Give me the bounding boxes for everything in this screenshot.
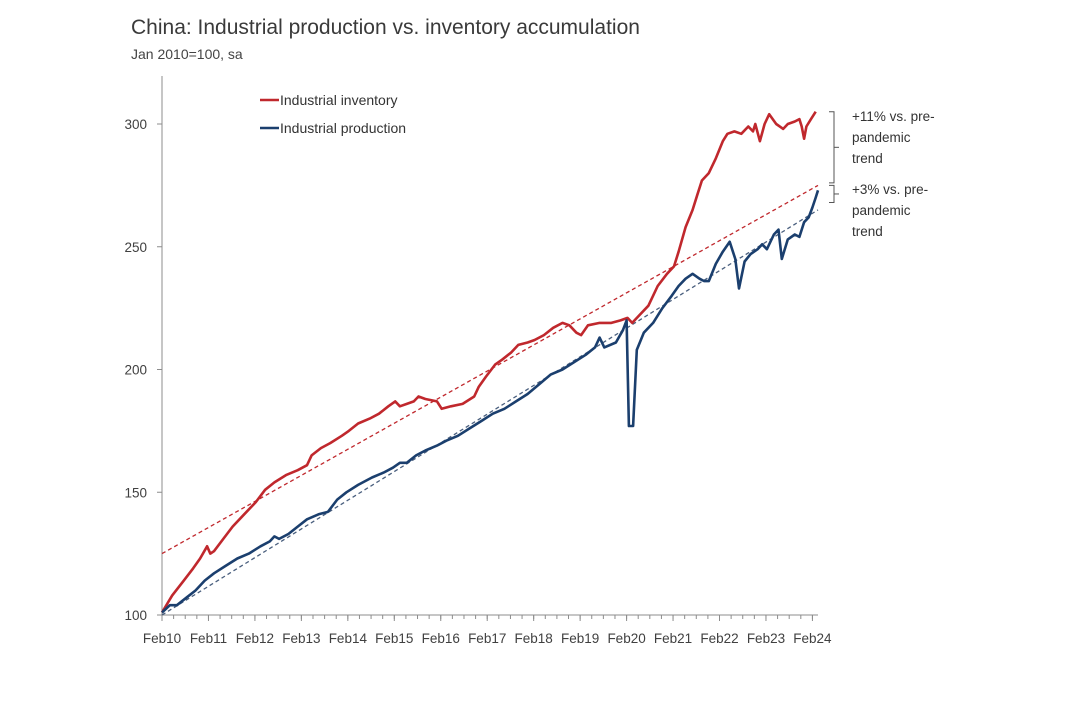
- y-tick-label: 250: [124, 240, 147, 255]
- legend-label: Industrial production: [280, 120, 406, 136]
- x-tick-label: Feb18: [515, 631, 553, 646]
- inventory-pre-pandemic-trend-line: [161, 184, 819, 555]
- x-tick-label: Feb22: [700, 631, 738, 646]
- chart-title: China: Industrial production vs. invento…: [131, 16, 640, 39]
- industrial-inventory-line: [160, 111, 817, 614]
- annotation-text: trend: [852, 224, 883, 239]
- annotation-text: trend: [852, 151, 883, 166]
- trend-lines: [161, 184, 819, 616]
- x-tick-label: Feb16: [422, 631, 460, 646]
- x-tick-label: Feb12: [236, 631, 274, 646]
- x-tick-label: Feb21: [654, 631, 692, 646]
- x-tick-label: Feb17: [468, 631, 506, 646]
- x-tick-label: Feb15: [375, 631, 413, 646]
- annotation-bracket: [829, 184, 835, 204]
- annotation-text: +11% vs. pre-: [852, 109, 935, 124]
- annotation-bracket: [829, 111, 835, 184]
- legend-label: Industrial inventory: [280, 92, 398, 108]
- x-tick-label: Feb14: [329, 631, 368, 646]
- x-tick-label: Feb20: [607, 631, 645, 646]
- y-tick-label: 100: [124, 608, 147, 623]
- production-pre-pandemic-trend-line: [161, 209, 819, 616]
- annotations: +11% vs. pre-pandemic trend +3% vs. pre-pa…: [829, 109, 935, 239]
- y-tick-label: 150: [124, 485, 147, 500]
- x-tick-label: Feb10: [143, 631, 181, 646]
- legend: Industrial inventory Industrial productio…: [260, 92, 406, 136]
- series-lines: [160, 111, 820, 614]
- chart-subtitle: Jan 2010=100, sa: [131, 46, 243, 62]
- x-tick-label: Feb19: [561, 631, 599, 646]
- y-tick-label: 300: [124, 117, 147, 132]
- annotation-text: pandemic: [852, 130, 911, 145]
- annotation-text: pandemic: [852, 203, 911, 218]
- annotation-text: +3% vs. pre-: [852, 182, 928, 197]
- industrial-production-line: [161, 189, 820, 614]
- x-tick-label: Feb13: [282, 631, 320, 646]
- x-tick-label: Feb24: [793, 631, 832, 646]
- chart-axes: 100 150 200 250 300 Feb10 Feb11 Feb12 Feb13 Feb14…: [124, 76, 832, 646]
- y-tick-label: 200: [124, 363, 147, 378]
- x-tick-label: Feb11: [190, 631, 227, 646]
- x-tick-label: Feb23: [747, 631, 785, 646]
